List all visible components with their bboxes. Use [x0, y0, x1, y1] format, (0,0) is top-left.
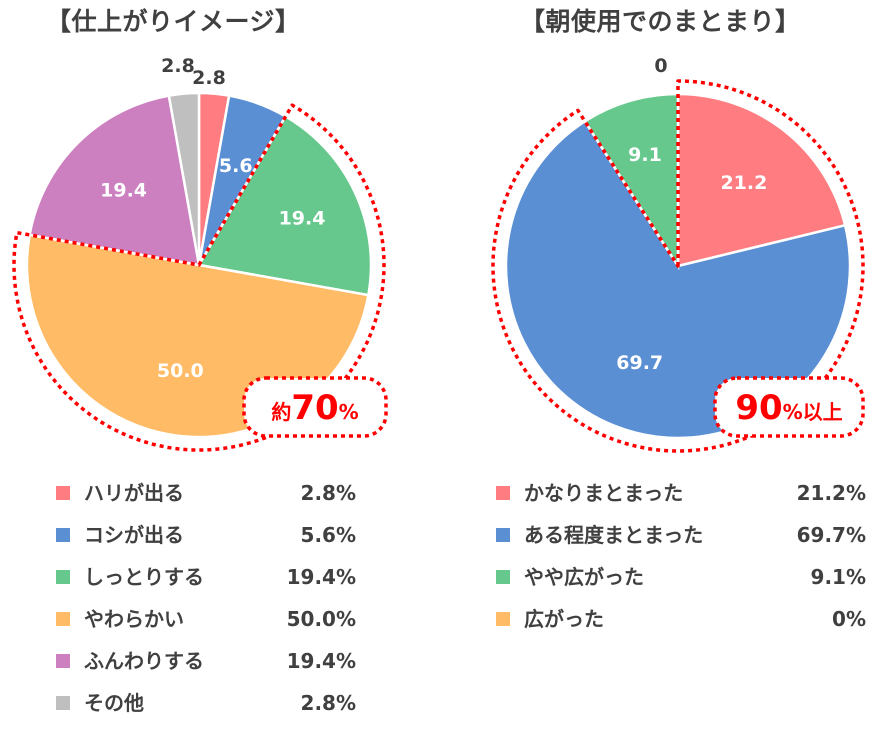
- data-labels: 2.8 5.6 19.4 50.0 19.4 2.8: [100, 55, 325, 382]
- legend-label: その他: [84, 691, 144, 715]
- legend-item: ある程度まとまった 69.7%: [496, 519, 866, 561]
- data-label: 21.2: [720, 172, 767, 194]
- legend-value: 0%: [832, 607, 866, 631]
- slice-305730633068308a3059308b: [197, 114, 373, 297]
- slice-30753093308f308a3059308b: [28, 94, 201, 267]
- data-label: 0: [654, 55, 667, 77]
- legend-value: 2.8%: [300, 691, 356, 715]
- legend-label: ふんわりする: [84, 649, 204, 673]
- legend-swatch: [56, 528, 70, 542]
- slice-308430845e83304c3063305f: [583, 92, 680, 271]
- pie-chart: 21.2 69.7 9.1 0 90%以上: [491, 55, 865, 453]
- pie-chart: 2.8 5.6 19.4 50.0 19.4 2.8 約70%: [12, 55, 388, 452]
- legend-label: ハリが出る: [84, 481, 184, 505]
- morning-manageability-chart: 【朝使用でのまとまり】 21.2 69.7 9.1 0 90%以上 かなりまとまった 21…: [440, 0, 887, 725]
- legend-item: コシが出る 5.6%: [56, 519, 356, 561]
- legend-item: やや広がった 9.1%: [496, 561, 866, 603]
- slice-305d306e4ed6: [167, 91, 201, 266]
- data-label: 2.8: [192, 67, 226, 89]
- legend-swatch: [56, 486, 70, 500]
- legend-swatch: [496, 528, 510, 542]
- legend-item: その他 2.8%: [56, 687, 356, 729]
- legend-item: しっとりする 19.4%: [56, 561, 356, 603]
- legend-value: 21.2%: [796, 481, 866, 505]
- legend: ハリが出る 2.8% コシが出る 5.6% しっとりする 19.4% やわらかい 50.0% ふ…: [56, 477, 356, 729]
- legend-swatch: [56, 696, 70, 710]
- legend: かなりまとまった 21.2% ある程度まとまった 69.7% やや広がった 9.1% 広がっ…: [496, 477, 866, 645]
- legend-value: 9.1%: [810, 565, 866, 589]
- legend-value: 2.8%: [300, 481, 356, 505]
- legend-label: コシが出る: [84, 523, 184, 547]
- data-label: 69.7: [616, 352, 663, 374]
- callout-badge: 90%以上: [713, 376, 865, 438]
- legend-label: しっとりする: [84, 565, 204, 589]
- legend-label: 広がった: [524, 607, 604, 631]
- legend-value: 69.7%: [796, 523, 866, 547]
- callout-text: 90%以上: [735, 388, 842, 428]
- legend-value: 19.4%: [286, 565, 356, 589]
- data-label: 9.1: [628, 144, 662, 166]
- highlight-outline: [491, 79, 865, 453]
- callout-badge: 約70%: [242, 376, 388, 438]
- legend-item: かなりまとまった 21.2%: [496, 477, 866, 519]
- legend-label: ある程度まとまった: [524, 523, 704, 547]
- slice-304b306a308a307e3068307e3063305f: [676, 92, 847, 268]
- legend-item: 広がった 0%: [496, 603, 866, 645]
- legend-swatch: [496, 612, 510, 626]
- finish-image-chart: 【仕上がりイメージ】 2.8 5.6 19.4 50.0 19.4 2.8 約70% ハリが…: [0, 0, 420, 725]
- legend-swatch: [496, 570, 510, 584]
- slice-3042308b7a0b5ea6307e3068307e3063305f: [504, 119, 852, 440]
- legend-label: かなりまとまった: [524, 481, 684, 505]
- legend-label: やわらかい: [84, 607, 184, 631]
- legend-swatch: [56, 570, 70, 584]
- legend-item: ふんわりする 19.4%: [56, 645, 356, 687]
- data-label: 19.4: [279, 207, 326, 229]
- pie-slices: [504, 92, 852, 440]
- legend-value: 50.0%: [286, 607, 356, 631]
- data-label: 19.4: [100, 180, 147, 202]
- highlight-outline: [12, 103, 386, 452]
- legend-swatch: [56, 612, 70, 626]
- legend-value: 5.6%: [300, 523, 356, 547]
- chart-title: 【仕上がりイメージ】: [46, 7, 301, 36]
- legend-item: ハリが出る 2.8%: [56, 477, 356, 519]
- legend-swatch: [496, 486, 510, 500]
- data-label: 50.0: [157, 360, 204, 382]
- data-label: 5.6: [219, 155, 253, 177]
- callout-text: 約70%: [271, 388, 358, 428]
- legend-swatch: [56, 654, 70, 668]
- data-labels: 21.2 69.7 9.1 0: [616, 55, 767, 374]
- data-label: 2.8: [161, 55, 195, 77]
- legend-value: 19.4%: [286, 649, 356, 673]
- legend-label: やや広がった: [524, 565, 644, 589]
- chart-title: 【朝使用でのまとまり】: [520, 7, 801, 36]
- legend-item: やわらかい 50.0%: [56, 603, 356, 645]
